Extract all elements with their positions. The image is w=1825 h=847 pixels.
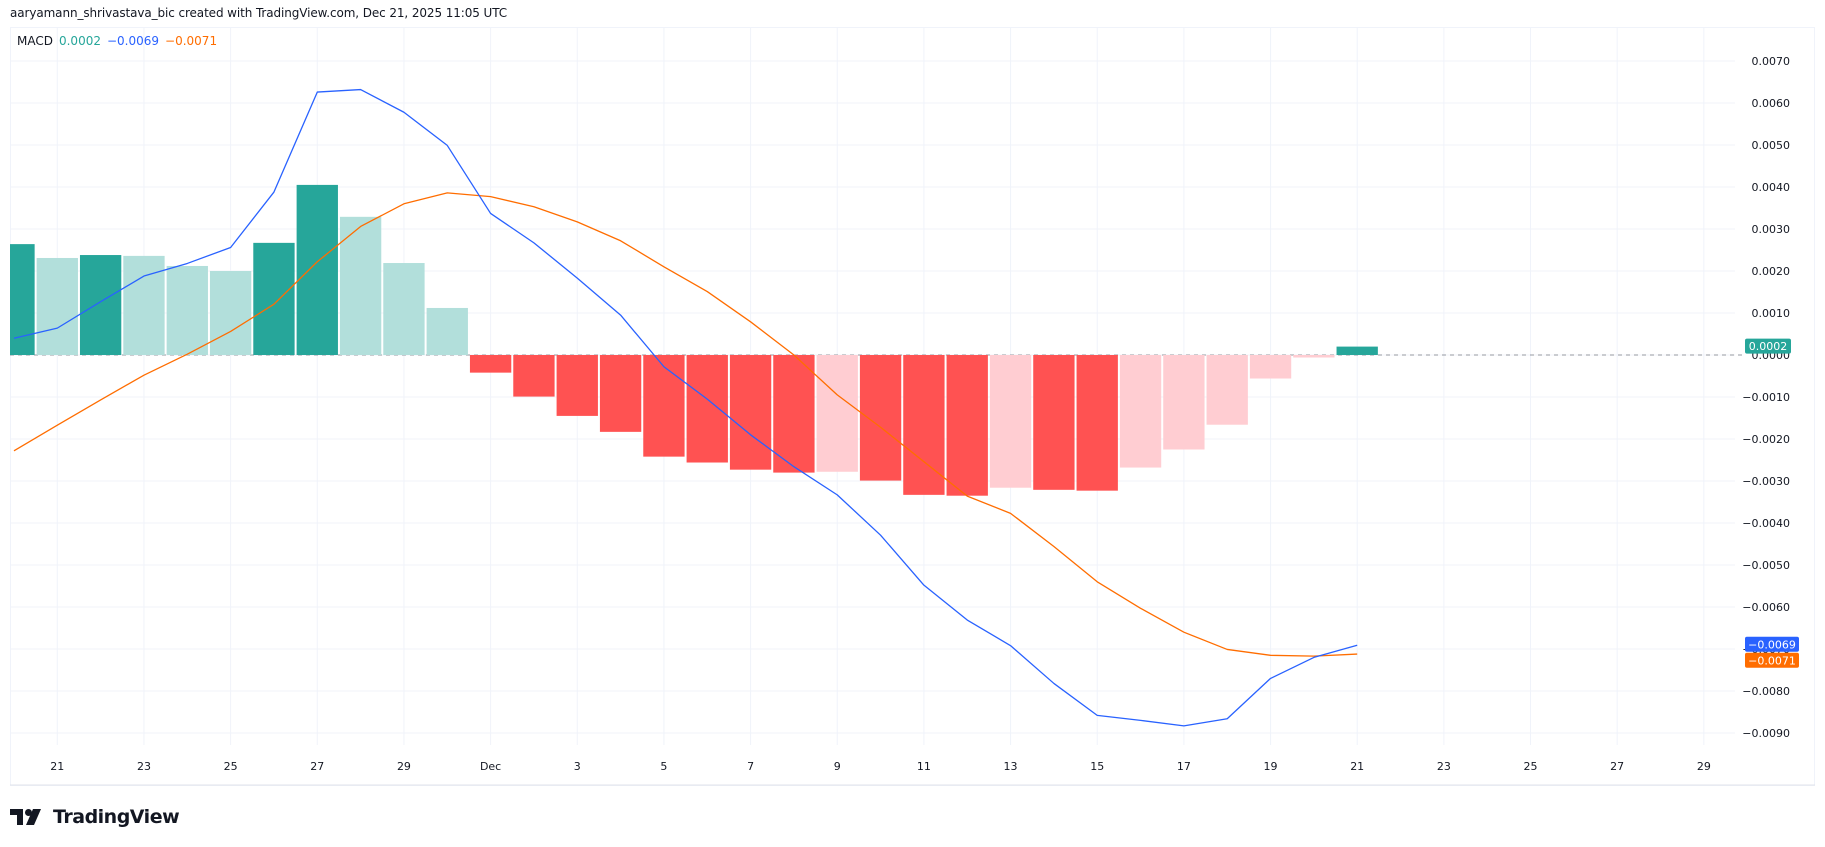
histogram-bar [816, 355, 858, 472]
histogram-bar [1206, 355, 1248, 425]
macd-line [13, 88, 1358, 727]
price-tick-label: −0.0060 [1742, 601, 1790, 614]
price-tick-label: 0.0040 [1752, 181, 1791, 194]
time-tick-label: 15 [1090, 760, 1104, 773]
time-tick-label: 23 [137, 760, 151, 773]
indicator-lines [13, 88, 1358, 727]
time-tick-label: 25 [1524, 760, 1538, 773]
histogram-bar [859, 355, 902, 481]
time-tick-label: 21 [1350, 760, 1364, 773]
histogram-bar [989, 355, 1032, 488]
time-tick-label: 7 [747, 760, 754, 773]
price-axis-labels: 0.0002 −0.0069 −0.0071 [1745, 338, 1799, 668]
price-axis[interactable]: 0.0070 0.0060 0.0050 0.0040 0.0030 0.0020 0.00… [1742, 55, 1790, 740]
indicator-legend[interactable]: MACD 0.0002 −0.0069 −0.0071 [17, 34, 217, 48]
price-tick-label: 0.0070 [1752, 55, 1791, 68]
price-tick-label: 0.0060 [1752, 97, 1791, 110]
histogram-bar [903, 355, 945, 495]
price-tick-label: −0.0040 [1742, 517, 1790, 530]
price-tick-label: −0.0050 [1742, 559, 1790, 572]
histogram-bar [166, 265, 208, 355]
histogram-bar [253, 242, 295, 355]
histogram-bar [513, 355, 555, 397]
time-tick-label: 27 [1610, 760, 1624, 773]
histogram-bar [643, 355, 685, 457]
price-tick-label: 0.0010 [1752, 307, 1791, 320]
histogram-bar [556, 355, 598, 416]
histogram-bar [1163, 355, 1205, 450]
histogram-bar [1076, 355, 1118, 491]
price-tick-label: −0.0030 [1742, 475, 1790, 488]
histogram-bar [426, 307, 468, 355]
time-tick-label: 23 [1437, 760, 1451, 773]
histogram-bar [79, 255, 122, 355]
histogram-bar [296, 184, 338, 355]
histogram-bar [729, 355, 772, 470]
histogram-bar [469, 355, 512, 373]
histogram-bar [1293, 355, 1335, 358]
histogram-bar [599, 355, 642, 432]
time-tick-label: 29 [1697, 760, 1711, 773]
time-tick-label: 19 [1264, 760, 1278, 773]
time-tick-label: 27 [310, 760, 324, 773]
histogram-bar [10, 244, 35, 355]
histogram-bar [1249, 355, 1292, 379]
price-tick-label: 0.0020 [1752, 265, 1791, 278]
histogram-bars [10, 184, 1378, 496]
histogram-bar [686, 355, 728, 463]
time-axis[interactable]: 21 23 25 27 29 Dec 3 5 7 9 11 13 15 17 19 21 23 25 27 29 [50, 760, 1711, 773]
tradingview-brand[interactable]: TradingView [10, 806, 180, 828]
time-tick-label: 29 [397, 760, 411, 773]
histogram-bar [209, 271, 252, 355]
histogram-bar [773, 355, 815, 473]
price-tick-label: 0.0050 [1752, 139, 1791, 152]
time-tick-label: Dec [480, 760, 501, 773]
histogram-bar [1033, 355, 1075, 490]
signal-value: −0.0071 [165, 34, 218, 48]
chart-attribution: aaryamann_shrivastava_bic created with T… [10, 6, 508, 20]
histogram-bar [123, 255, 165, 355]
price-axis-value-label: 0.0002 [1749, 340, 1788, 353]
time-tick-label: 11 [917, 760, 931, 773]
time-tick-label: 25 [224, 760, 238, 773]
histogram-value: 0.0002 [58, 34, 101, 48]
histogram-bar [1119, 355, 1162, 468]
price-tick-label: −0.0010 [1742, 391, 1790, 404]
macd-value: −0.0069 [106, 34, 160, 48]
price-axis-value-label: −0.0069 [1748, 638, 1796, 651]
tradingview-logo-icon [10, 809, 41, 825]
time-tick-label: 13 [1004, 760, 1018, 773]
histogram-bar [383, 263, 425, 355]
histogram-bar [946, 355, 988, 496]
time-tick-label: 9 [834, 760, 841, 773]
time-tick-label: 3 [574, 760, 581, 773]
histogram-bar [339, 216, 382, 355]
histogram-bar [36, 257, 78, 355]
price-axis-value-label: −0.0071 [1748, 654, 1796, 667]
brand-name: TradingView [53, 806, 180, 828]
price-tick-label: −0.0020 [1742, 433, 1790, 446]
time-tick-label: 5 [660, 760, 667, 773]
price-tick-label: −0.0090 [1742, 727, 1790, 740]
indicator-name: MACD [17, 34, 53, 48]
price-tick-label: 0.0030 [1752, 223, 1791, 236]
signal-line [13, 192, 1358, 657]
time-tick-label: 21 [50, 760, 64, 773]
time-tick-label: 17 [1177, 760, 1191, 773]
histogram-bar [1336, 346, 1378, 355]
price-tick-label: −0.0080 [1742, 685, 1790, 698]
